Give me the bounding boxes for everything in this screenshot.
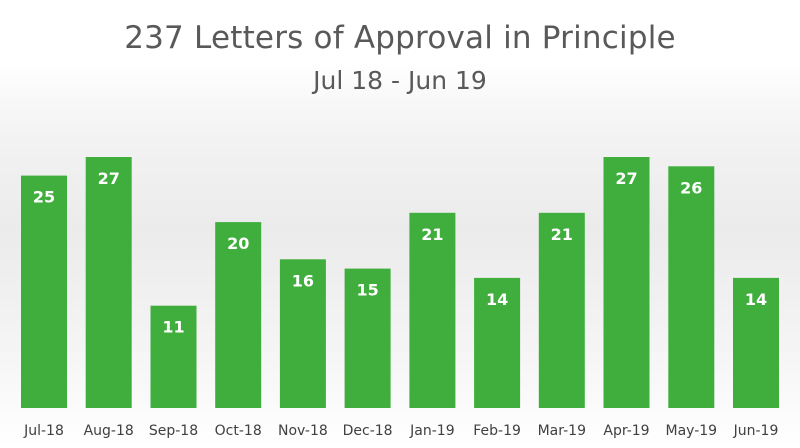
bar-apr-19	[603, 157, 650, 408]
data-label-dec-18: 15	[356, 281, 378, 300]
x-tick-label-apr-19: Apr-19	[603, 423, 649, 439]
x-tick-label-jun-19: Jun-19	[733, 423, 779, 439]
x-tick-label-jan-19: Jan-19	[409, 423, 454, 439]
bar-mar-19	[538, 212, 585, 408]
bar-jan-19	[409, 212, 456, 408]
x-tick-label-mar-19: Mar-19	[538, 423, 586, 439]
data-label-oct-18: 20	[227, 234, 249, 253]
data-label-feb-19: 14	[486, 290, 508, 309]
bar-feb-19	[474, 277, 521, 408]
bar-sep-18	[150, 305, 197, 408]
bar-dec-18	[344, 268, 391, 408]
x-tick-label-aug-18: Aug-18	[84, 423, 134, 439]
chart-title: 237 Letters of Approval in Principle	[124, 20, 676, 56]
data-label-aug-18: 27	[98, 169, 120, 188]
data-label-apr-19: 27	[615, 169, 637, 188]
x-tick-label-may-19: May-19	[666, 423, 718, 439]
x-tick-label-oct-18: Oct-18	[215, 423, 262, 439]
chart-subtitle: Jul 18 - Jun 19	[313, 66, 487, 95]
bar-jul-18	[21, 175, 67, 408]
x-tick-label-feb-19: Feb-19	[473, 423, 521, 439]
bar-may-19	[668, 166, 715, 408]
data-label-may-19: 26	[680, 178, 702, 197]
x-tick-label-nov-18: Nov-18	[278, 423, 328, 439]
bar-nov-18	[279, 259, 326, 408]
bar-jun-19	[733, 277, 779, 408]
x-tick-label-jul-18: Jul-18	[23, 423, 64, 439]
x-tick-label-sep-18: Sep-18	[149, 423, 198, 439]
data-label-nov-18: 16	[292, 271, 314, 290]
data-label-mar-19: 21	[551, 225, 573, 244]
data-label-jan-19: 21	[421, 225, 443, 244]
data-label-jul-18: 25	[33, 188, 55, 207]
bar-oct-18	[215, 222, 262, 408]
x-tick-label-dec-18: Dec-18	[343, 423, 393, 439]
data-label-jun-19: 14	[745, 290, 767, 309]
data-label-sep-18: 11	[162, 318, 184, 337]
bar-aug-18	[85, 157, 132, 408]
